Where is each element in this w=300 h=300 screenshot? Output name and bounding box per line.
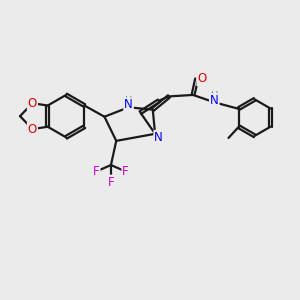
Text: F: F: [93, 165, 100, 178]
Text: H: H: [125, 96, 132, 106]
Text: F: F: [108, 176, 114, 189]
Text: O: O: [28, 123, 37, 136]
Text: H: H: [211, 91, 218, 101]
Text: N: N: [154, 131, 163, 144]
Text: F: F: [122, 165, 129, 178]
Text: N: N: [124, 98, 133, 111]
Text: N: N: [210, 94, 219, 107]
Text: O: O: [28, 97, 37, 110]
Text: O: O: [197, 72, 207, 85]
